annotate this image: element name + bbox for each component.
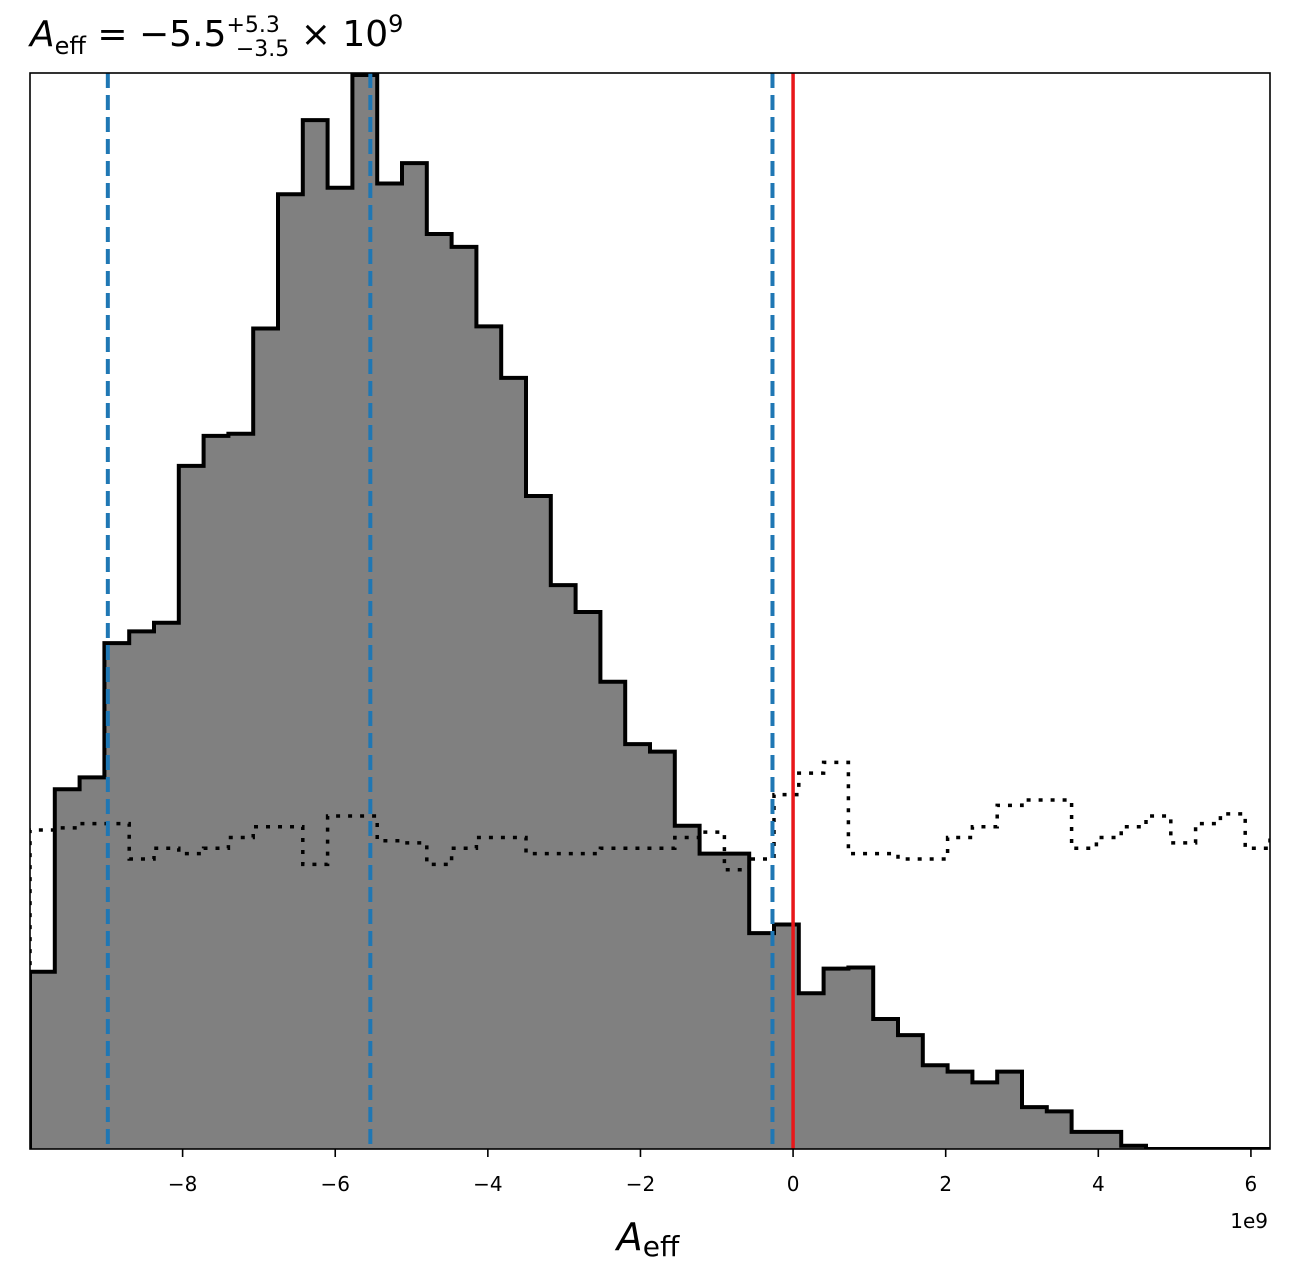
posterior-bar <box>352 75 378 1149</box>
posterior-bar <box>253 328 279 1149</box>
posterior-bar <box>402 163 428 1149</box>
posterior-bar <box>600 681 626 1149</box>
posterior-bar <box>873 1019 899 1149</box>
posterior-bar <box>625 744 651 1149</box>
posterior-bar <box>278 194 304 1149</box>
posterior-bar <box>798 993 825 1149</box>
posterior-bar <box>724 853 750 1149</box>
xlabel-symbol: A <box>614 1215 643 1259</box>
posterior-bar <box>1096 1131 1122 1149</box>
posterior-bar <box>501 377 527 1149</box>
title-times: × 10 <box>289 14 388 55</box>
axes-frame <box>29 72 1271 1150</box>
posterior-bar <box>674 825 701 1149</box>
posterior-bar <box>972 1082 998 1149</box>
posterior-bar <box>54 789 81 1149</box>
posterior-bar <box>922 1065 949 1149</box>
posterior-bar <box>526 496 552 1149</box>
posterior-bar <box>749 933 775 1149</box>
posterior-bar <box>451 246 477 1149</box>
title-equals: = <box>86 14 139 55</box>
x-axis: −8 −6 −4 −2 0 2 4 6 <box>168 1149 1257 1196</box>
x-offset-label: 1e9 <box>1230 1209 1268 1233</box>
posterior-bar <box>1022 1107 1048 1149</box>
posterior-bar <box>898 1035 924 1149</box>
x-tick-label: −8 <box>168 1172 197 1196</box>
posterior-bar <box>997 1071 1023 1149</box>
posterior-bar <box>79 777 105 1149</box>
posterior-bar <box>154 622 180 1149</box>
chart-title: Aeff = −5.5+5.3 −3.5 × 109 <box>28 10 403 62</box>
posterior-bar <box>575 612 601 1149</box>
posterior-bar <box>302 120 329 1149</box>
posterior-bar <box>129 631 155 1149</box>
posterior-bar <box>699 853 725 1149</box>
x-tick-label: −6 <box>320 1172 349 1196</box>
posterior-bar <box>178 465 205 1149</box>
posterior-bar <box>774 924 800 1149</box>
posterior-bar <box>426 233 453 1149</box>
x-axis-label: Aeff <box>614 1215 680 1263</box>
posterior-bar <box>550 585 577 1149</box>
title-symbol-sub: eff <box>55 32 87 60</box>
x-tick-label: 0 <box>787 1172 800 1196</box>
posterior-bar <box>848 967 874 1149</box>
title-err-plus: +5.3 <box>226 13 279 38</box>
plot-area <box>30 73 1270 1149</box>
posterior-bar <box>327 187 353 1149</box>
posterior-bar <box>377 183 403 1149</box>
prior-outline <box>30 760 1270 978</box>
posterior-bar <box>228 433 254 1149</box>
xlabel-sub: eff <box>643 1230 680 1263</box>
posterior-bar <box>947 1071 973 1149</box>
title-symbol: A <box>28 14 55 55</box>
posterior-bar <box>650 751 676 1149</box>
title-exponent: 9 <box>388 10 403 38</box>
x-tick-label: −2 <box>626 1172 655 1196</box>
posterior-bar <box>203 435 229 1149</box>
posterior-bar <box>476 326 502 1149</box>
posterior-outline <box>30 73 1270 1149</box>
x-tick-label: 4 <box>1092 1172 1105 1196</box>
x-tick-label: 2 <box>939 1172 952 1196</box>
title-value: −5.5 <box>139 14 226 55</box>
posterior-bar <box>30 971 56 1149</box>
posterior-bar <box>1071 1131 1097 1149</box>
x-tick-label: 6 <box>1245 1172 1258 1196</box>
posterior-bar <box>823 968 849 1149</box>
posterior-bar <box>1046 1111 1073 1149</box>
x-tick-label: −4 <box>473 1172 502 1196</box>
title-err-minus: −3.5 <box>236 37 289 62</box>
